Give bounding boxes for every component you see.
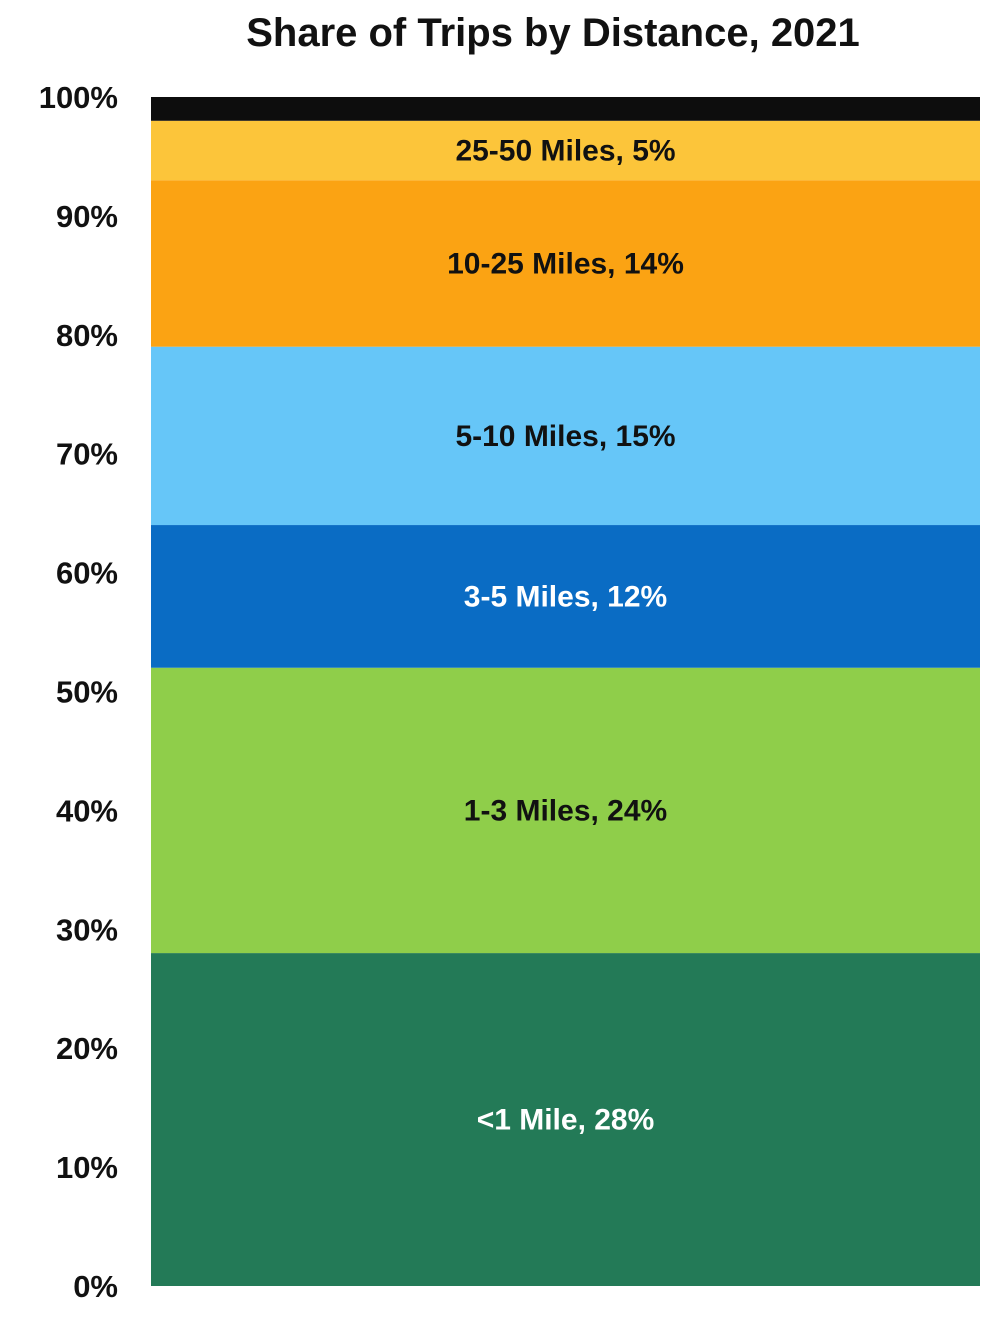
bar-segment: [151, 953, 980, 1286]
y-tick-label: 20%: [56, 1031, 118, 1066]
segment-label: 3-5 Miles, 12%: [464, 580, 667, 613]
bar-segment: [151, 346, 980, 526]
y-tick-label: 60%: [56, 556, 118, 591]
y-tick-label: 40%: [56, 793, 118, 828]
y-tick-label: 80%: [56, 318, 118, 353]
stacked-bar: [151, 97, 980, 1286]
segment-label: 10-25 Miles, 14%: [447, 247, 684, 280]
segment-label: 5-10 Miles, 15%: [455, 420, 675, 453]
y-tick-label: 0%: [73, 1269, 118, 1304]
segment-label: 25-50 Miles, 5%: [455, 135, 675, 168]
y-axis: 0% 10% 20% 30% 40% 50% 60% 70% 80% 90% 100%: [39, 80, 118, 1304]
y-tick-label: 100%: [39, 80, 118, 115]
bar-segment: [151, 97, 980, 121]
y-tick-label: 70%: [56, 437, 118, 472]
y-tick-label: 50%: [56, 675, 118, 710]
y-tick-label: 10%: [56, 1150, 118, 1185]
chart-title: Share of Trips by Distance, 2021: [246, 11, 860, 55]
bar-segment: [151, 120, 980, 181]
bar-segment: [151, 667, 980, 954]
segment-labels: <1 Mile, 28% 1-3 Miles, 24% 3-5 Miles, 12%…: [447, 135, 684, 1137]
segment-label: <1 Mile, 28%: [477, 1104, 655, 1137]
bar-segment: [151, 525, 980, 668]
y-tick-label: 30%: [56, 912, 118, 947]
y-tick-label: 90%: [56, 199, 118, 234]
segment-label: 1-3 Miles, 24%: [464, 794, 667, 827]
bar-segment: [151, 180, 980, 347]
